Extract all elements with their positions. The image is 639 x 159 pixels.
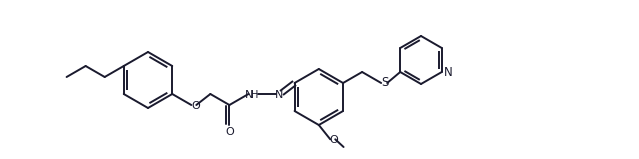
Text: H: H xyxy=(250,90,258,100)
Text: O: O xyxy=(225,127,234,137)
Text: O: O xyxy=(330,135,339,145)
Text: N: N xyxy=(245,90,254,100)
Text: S: S xyxy=(381,76,389,90)
Text: O: O xyxy=(191,101,199,111)
Text: N: N xyxy=(275,90,284,100)
Text: N: N xyxy=(443,66,452,79)
